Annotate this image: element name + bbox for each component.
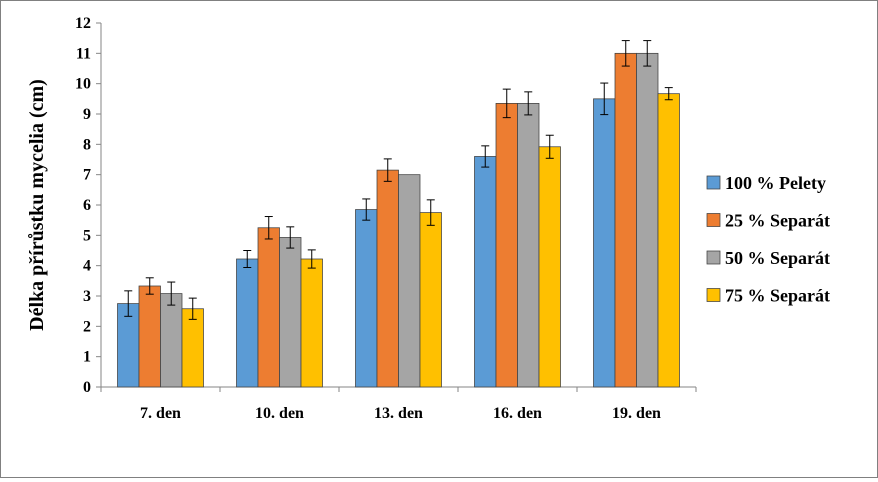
y-axis-label: Délka přírůstku mycelia (cm) bbox=[26, 79, 48, 331]
x-category-label: 13. den bbox=[374, 405, 423, 422]
x-category-label: 19. den bbox=[612, 405, 661, 422]
bar bbox=[160, 293, 183, 388]
y-tick-label: 2 bbox=[83, 318, 91, 335]
bar bbox=[398, 174, 421, 388]
x-category-label: 7. den bbox=[140, 405, 181, 422]
y-tick-label: 5 bbox=[83, 227, 91, 244]
x-category-label: 10. den bbox=[255, 405, 304, 422]
legend-label: 100 % Pelety bbox=[725, 173, 826, 193]
bar bbox=[614, 52, 637, 388]
bar bbox=[657, 93, 680, 388]
bar bbox=[474, 156, 497, 388]
legend-label: 50 % Separát bbox=[725, 248, 830, 268]
legend: 100 % Pelety 25 % Separát 50 % Separát 75 %… bbox=[706, 173, 830, 306]
y-tick-label: 12 bbox=[75, 15, 91, 32]
legend-label: 75 % Separát bbox=[725, 286, 830, 306]
bar bbox=[181, 308, 204, 388]
y-tick-label: 3 bbox=[83, 288, 91, 305]
bar bbox=[538, 146, 561, 388]
y-tick-label: 10 bbox=[75, 76, 91, 93]
bar bbox=[138, 285, 161, 388]
bar bbox=[376, 169, 399, 388]
legend-swatch bbox=[706, 250, 721, 265]
y-tick-label: 9 bbox=[83, 106, 91, 123]
bar bbox=[495, 103, 518, 388]
y-tick-label: 1 bbox=[83, 349, 91, 366]
y-tick-label: 11 bbox=[76, 45, 91, 62]
bar bbox=[300, 258, 323, 388]
x-category-label: 16. den bbox=[493, 405, 542, 422]
bar bbox=[355, 209, 378, 388]
bar bbox=[279, 237, 302, 388]
bar bbox=[636, 52, 659, 388]
bar bbox=[593, 98, 616, 388]
legend-swatch bbox=[706, 288, 721, 302]
y-tick-label: 4 bbox=[83, 258, 91, 275]
legend-swatch bbox=[706, 175, 721, 190]
bar bbox=[236, 258, 259, 388]
bar bbox=[257, 227, 280, 388]
y-tick-label: 6 bbox=[83, 197, 91, 214]
legend-label: 25 % Separát bbox=[725, 211, 830, 231]
bar bbox=[517, 103, 540, 388]
bar bbox=[419, 212, 442, 388]
y-tick-label: 0 bbox=[83, 379, 91, 396]
y-tick-label: 8 bbox=[83, 136, 91, 153]
y-tick-label: 7 bbox=[83, 167, 91, 184]
legend-swatch bbox=[706, 213, 721, 227]
